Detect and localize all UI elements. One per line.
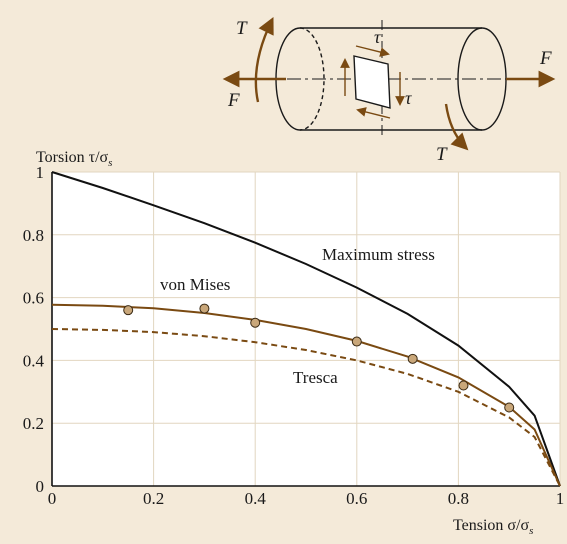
label-T-left: T: [236, 18, 248, 39]
schematic-cylinder: [222, 16, 556, 151]
tick-labels: 0 0.2 0.4 0.6 0.8 1 0 0.2 0.4 0.6 0.8 1: [23, 163, 565, 508]
x-tick-label-5: 1: [556, 489, 565, 508]
label-tresca: Tresca: [293, 368, 338, 387]
x-tick-label-0: 0: [48, 489, 57, 508]
label-maximum-stress: Maximum stress: [322, 245, 435, 264]
x-axis-label: Tension σ/σs: [453, 517, 533, 537]
y-tick-label-1: 0.2: [23, 414, 44, 433]
data-point-3: [351, 336, 362, 347]
experimental-points: [123, 303, 515, 413]
stress-element: [353, 55, 391, 109]
data-point-4: [407, 353, 418, 364]
y-axis-label-text: Torsion τ/σ: [36, 149, 109, 166]
label-von-mises: von Mises: [160, 275, 230, 294]
label-tau-right: τ: [405, 88, 412, 108]
x-axis-label-sub: s: [529, 525, 533, 537]
shear-arrow-bottom: [356, 107, 391, 119]
y-tick-label-2: 0.4: [23, 351, 45, 370]
data-point-6: [504, 402, 515, 413]
x-tick-label-1: 0.2: [143, 489, 164, 508]
series-line-maximum-stress: [51, 171, 561, 487]
x-tick-label-4: 0.8: [448, 489, 469, 508]
data-point-2: [250, 317, 261, 328]
curves: [51, 171, 561, 487]
torque-arrow-left: [254, 16, 274, 103]
label-tau-top: τ: [374, 27, 381, 47]
x-tick-label-2: 0.4: [245, 489, 267, 508]
y-tick-label-3: 0.6: [23, 289, 44, 308]
label-F-left: F: [227, 90, 240, 111]
y-tick-label-5: 1: [36, 163, 45, 182]
x-tick-label-3: 0.6: [346, 489, 367, 508]
y-axis-label-sub: s: [108, 157, 112, 169]
series-line-tresca: [51, 328, 561, 487]
cylinder-body: [300, 27, 482, 131]
y-tick-label-4: 0.8: [23, 226, 44, 245]
series-line-von-mises: [51, 303, 561, 487]
data-point-1: [199, 303, 210, 314]
y-tick-label-0: 0: [36, 477, 45, 496]
label-F-right: F: [539, 48, 552, 69]
data-point-0: [123, 305, 134, 316]
label-T-right: T: [436, 144, 448, 165]
shear-arrow-top: [355, 45, 390, 57]
data-point-5: [458, 380, 469, 391]
x-axis-label-text: Tension σ/σ: [453, 517, 530, 534]
torque-arrow-right: [444, 103, 469, 151]
y-axis-label: Torsion τ/σs: [36, 149, 112, 169]
